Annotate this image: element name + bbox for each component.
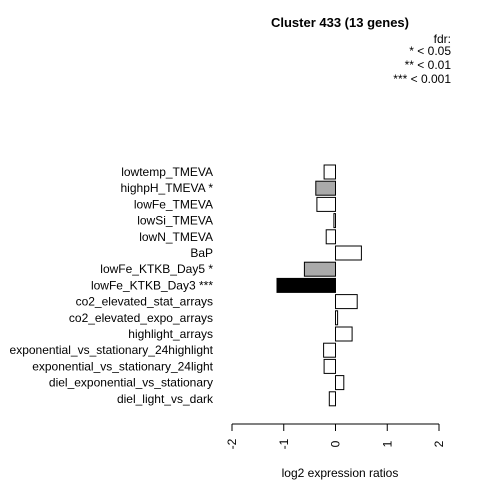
- x-tick-label: -1: [277, 438, 291, 449]
- category-label: lowFe_KTKB_Day3 ***: [91, 278, 213, 292]
- category-label: lowN_TMEVA: [139, 230, 213, 244]
- bar: [333, 213, 336, 229]
- category-label: BaP: [190, 246, 213, 260]
- bar: [316, 196, 336, 212]
- legend-entry-fdr-005: * < 0.05: [409, 44, 451, 58]
- bar: [303, 261, 336, 277]
- category-label: highlight_arrays: [128, 327, 213, 341]
- category-label: lowSi_TMEVA: [137, 214, 213, 228]
- category-label: lowtemp_TMEVA: [121, 165, 213, 179]
- category-label: lowFe_TMEVA: [134, 197, 213, 211]
- bar: [323, 358, 337, 374]
- category-label: exponential_vs_stationary_24highlight: [10, 343, 214, 357]
- bar: [325, 229, 337, 245]
- bar: [323, 342, 337, 358]
- x-axis-title: log2 expression ratios: [282, 466, 399, 480]
- category-labels: lowtemp_TMEVA highpH_TMEVA * lowFe_TMEVAlo…: [10, 165, 214, 406]
- category-label: highpH_TMEVA *: [121, 181, 214, 195]
- x-tick-label: 1: [380, 440, 394, 447]
- legend-entry-fdr-0001: *** < 0.001: [393, 72, 451, 86]
- x-tick-label: 0: [329, 440, 343, 447]
- legend-title: fdr:: [434, 32, 451, 46]
- legend-entry-fdr-001: ** < 0.01: [405, 58, 452, 72]
- category-label: co2_elevated_expo_arrays: [69, 311, 213, 325]
- bar: [335, 310, 339, 326]
- category-label: co2_elevated_stat_arrays: [76, 295, 213, 309]
- x-tick-label: 2: [432, 440, 446, 447]
- category-label: lowFe_KTKB_Day5 *: [100, 262, 213, 276]
- legend: fdr: * < 0.05 ** < 0.01 *** < 0.001: [393, 32, 451, 86]
- bar: [335, 294, 358, 310]
- x-axis: -2 -1 0 1 2: [225, 423, 446, 449]
- bar: [276, 277, 336, 293]
- bars: [276, 164, 362, 407]
- bar: [323, 164, 337, 180]
- category-label: exponential_vs_stationary_24light: [32, 359, 213, 373]
- bar: [335, 245, 362, 261]
- bar: [335, 375, 345, 391]
- category-label: diel_exponential_vs_stationary: [49, 376, 213, 390]
- bar: [328, 391, 336, 407]
- bar: [335, 326, 353, 342]
- category-label: diel_light_vs_dark: [117, 392, 214, 406]
- chart-title: Cluster 433 (13 genes): [271, 15, 409, 30]
- x-tick-label: -2: [225, 438, 239, 449]
- bar: [315, 180, 336, 196]
